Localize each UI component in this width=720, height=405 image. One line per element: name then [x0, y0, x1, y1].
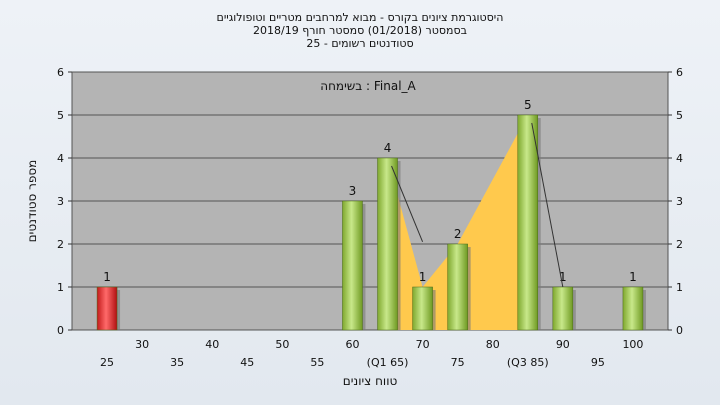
x-tick-label: 35 — [170, 356, 184, 369]
x-tick-label: 25 — [100, 356, 114, 369]
bar-value-label: 1 — [103, 270, 111, 284]
bar — [622, 286, 644, 331]
y-tick-label-right: 0 — [676, 324, 683, 337]
bar — [96, 286, 118, 331]
x-tick-label: 100 — [622, 338, 643, 351]
bar — [517, 114, 539, 331]
bar — [447, 243, 468, 331]
x-tick-label: 75 — [451, 356, 465, 369]
x-tick-label: 45 — [240, 356, 254, 369]
x-tick-label: 50 — [275, 338, 289, 351]
x-tick-label: 30 — [135, 338, 149, 351]
y-tick-label-right: 5 — [676, 109, 683, 122]
x-tick-label: 90 — [556, 338, 570, 351]
y-tick-label-left: 2 — [57, 238, 64, 251]
y-tick-label-right: 2 — [676, 238, 683, 251]
y-tick-label-left: 0 — [57, 324, 64, 337]
bar — [412, 286, 433, 331]
x-tick-label: 95 — [591, 356, 605, 369]
bar-value-label: 2 — [454, 227, 462, 241]
x-tick-label: 40 — [205, 338, 219, 351]
chart-title-line2: בסמסטר (01/2018) סמסטר חורף 2018/19 — [253, 24, 467, 37]
x-tick-label: (Q1 65) — [367, 356, 409, 369]
y-tick-label-left: 4 — [57, 152, 64, 165]
x-axis-label: טווח ציונים — [343, 374, 398, 388]
bar-value-label: 4 — [384, 141, 392, 155]
bar — [342, 200, 363, 331]
y-tick-label-left: 1 — [57, 281, 64, 294]
x-tick-label: (Q3 85) — [507, 356, 549, 369]
bars-group: 1 3 4 1 2 5 1 1 — [96, 98, 646, 331]
y-tick-label-right: 6 — [676, 66, 683, 79]
y-axis-label: מספר סטודנטים — [25, 160, 39, 243]
bar-value-label: 1 — [419, 270, 427, 284]
x-tick-label: 55 — [310, 356, 324, 369]
x-tick-label: 70 — [416, 338, 430, 351]
iqr-fill-area — [387, 115, 528, 330]
y-tick-label-right: 1 — [676, 281, 683, 294]
x-tick-label: 80 — [486, 338, 500, 351]
bar — [552, 286, 574, 331]
y-tick-label-left: 6 — [57, 66, 64, 79]
y-tick-label-left: 3 — [57, 195, 64, 208]
bar-value-label: 3 — [349, 184, 357, 198]
y-tick-label-right: 4 — [676, 152, 683, 165]
tick-labels: 0 01 12 23 34 45 56 625 35 45 55 (Q1 65) 75 (Q3 85) 95… — [57, 66, 683, 369]
connector-line — [391, 165, 424, 243]
grid-lines — [68, 71, 672, 331]
chart-title-line1: היסטוגרמת ציונים בקורס - מבוא למרחבים מט… — [217, 11, 504, 24]
x-tick-label: 60 — [345, 338, 359, 351]
chart-title-line3: סטודנטים רשומים - 25 — [306, 37, 413, 50]
bar-value-label: 5 — [524, 98, 532, 112]
y-tick-label-left: 5 — [57, 109, 64, 122]
bar — [377, 157, 398, 331]
legend-text: בשימחה : Final_A — [320, 79, 416, 93]
connector-line — [531, 122, 564, 288]
bar-value-label: 1 — [629, 270, 637, 284]
bar-value-label: 1 — [559, 270, 567, 284]
y-tick-label-right: 3 — [676, 195, 683, 208]
